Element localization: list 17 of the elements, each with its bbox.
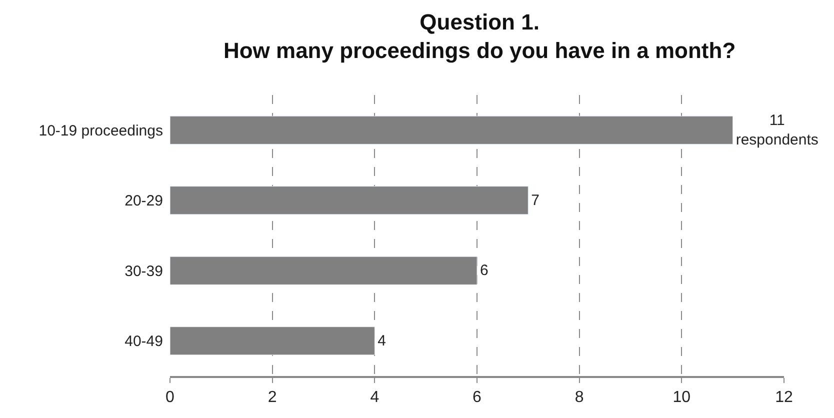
data-label: 4 [378, 332, 386, 350]
y-tick-label: 30-39 [124, 262, 163, 280]
x-tick-label: 4 [370, 389, 380, 406]
y-tick-label: 40-49 [124, 333, 163, 350]
x-tick-label: 10 [672, 389, 691, 406]
x-tick-label: 2 [268, 389, 277, 406]
x-tick-label: 0 [166, 389, 175, 406]
y-tick-label: 20-29 [124, 192, 163, 210]
bar [170, 256, 478, 285]
chart-title: Question 1. How many proceedings do you have in a month? [223, 9, 736, 63]
x-tick-label: 6 [472, 389, 482, 406]
y-tick-label: 10-19 proceedings [38, 122, 163, 140]
data-label: 11 respondents [736, 112, 818, 148]
data-label: 7 [531, 192, 540, 209]
x-tick-label: 8 [574, 389, 584, 406]
x-tick-label: 12 [775, 389, 793, 406]
data-label: 6 [480, 262, 488, 280]
